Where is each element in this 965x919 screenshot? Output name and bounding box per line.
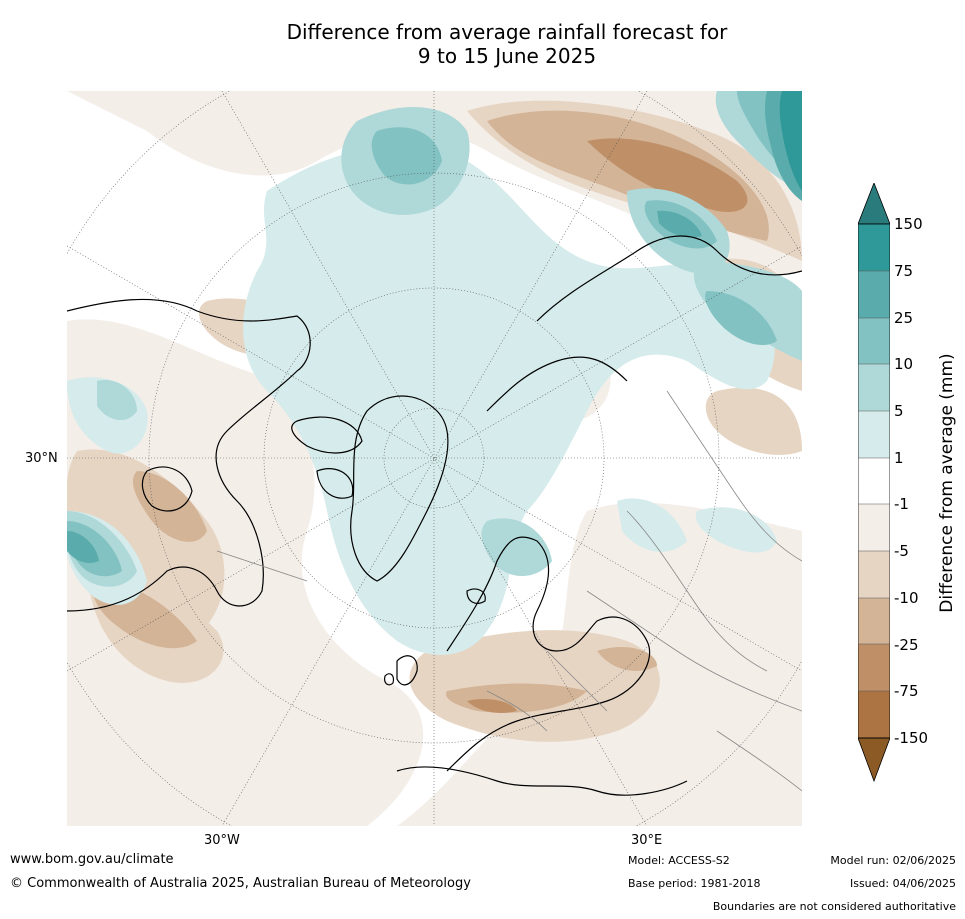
title-line-1: Difference from average rainfall forecas… [286,20,728,44]
colorbar-tick-label: 10 [894,355,914,373]
colorbar-tick-label: -5 [894,542,909,560]
colorbar-band-150 [858,224,890,271]
polar-map-svg [67,91,802,826]
colorbar-tick-label: -10 [894,589,919,607]
base-period: Base period: 1981-2018 [628,877,761,890]
lat-label-30n: 30°N [25,451,58,466]
lon-label-30w: 30°W [204,833,240,848]
coastlines [67,235,802,796]
colorbar-tick-label: 25 [894,309,914,327]
colorbar-tick-label: 5 [894,402,904,420]
colorbar [858,183,890,783]
colorbar-tick-label: 150 [894,215,923,233]
website-link[interactable]: www.bom.gov.au/climate [10,852,174,867]
colorbar-label: Difference from average (mm) [937,353,957,613]
colorbar-separators [858,270,890,692]
title-line-2: 9 to 15 June 2025 [417,44,597,68]
colorbar-band-neg1 [858,504,890,551]
colorbar-band-neg5 [858,551,890,598]
colorbar-tick-label: -25 [894,636,919,654]
colorbar-tick-label: 1 [894,449,904,467]
colorbar-band-10 [858,364,890,411]
colorbar-tick-label: -75 [894,682,919,700]
colorbar-band-1 [858,458,890,504]
lon-label-30e: 30°E [631,833,663,848]
colorbar-band-5 [858,411,890,458]
copyright-notice: © Commonwealth of Australia 2025, Austra… [10,876,471,891]
polar-map [67,91,802,826]
graticule [67,91,802,826]
chart-title: Difference from average rainfall forecas… [0,20,965,68]
boundaries-disclaimer: Boundaries are not considered authoritat… [712,900,956,913]
model-name: Model: ACCESS-S2 [628,854,730,867]
model-run-date: Model run: 02/06/2025 [830,854,956,867]
issued-date: Issued: 04/06/2025 [849,877,956,890]
colorbar-band-25 [858,318,890,364]
colorbar-band-neg75 [858,691,890,738]
colorbar-band-neg25 [858,644,890,691]
colorbar-band-75 [858,271,890,318]
colorbar-outline [858,223,890,739]
colorbar-extend-top [858,183,890,225]
colorbar-band-neg10 [858,598,890,644]
colorbar-tick-label: 75 [894,262,914,280]
colorbar-extend-bottom [858,737,890,783]
country-borders [216,390,802,792]
rainfall-anomaly-positive-extreme [779,91,802,191]
colorbar-tick-label: -150 [894,729,929,747]
colorbar-tick-label: -1 [894,495,909,513]
